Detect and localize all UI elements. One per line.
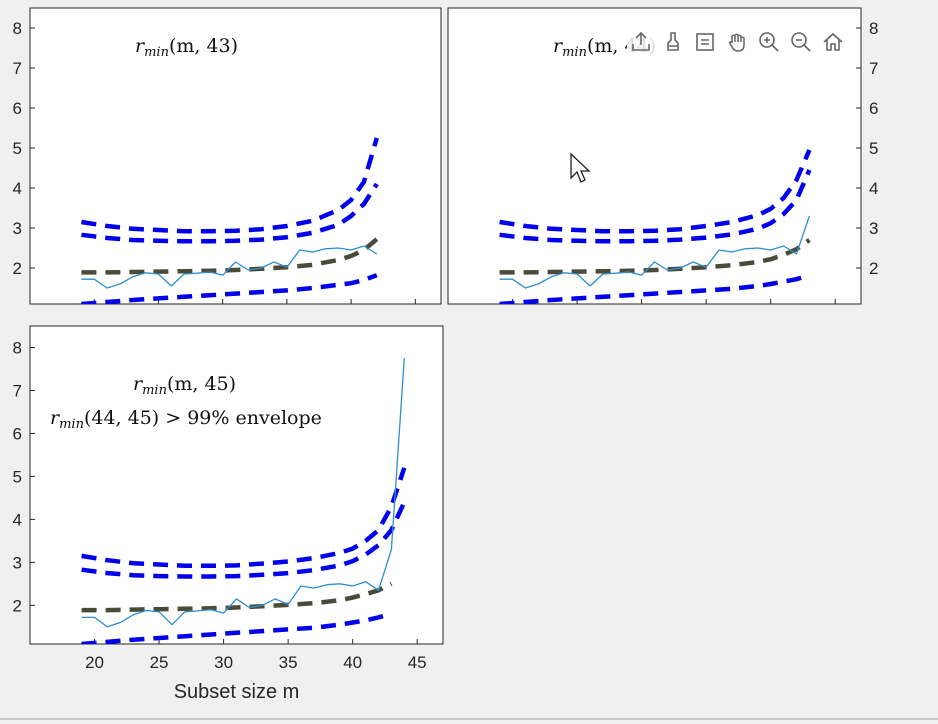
y-tick-label: 2 xyxy=(13,259,22,278)
series-group xyxy=(81,137,379,304)
panel-1: 2 3 4 5 6 7 8 rmin(m, 43) xyxy=(13,7,442,305)
pan-icon xyxy=(728,33,745,52)
series-lower-1 xyxy=(81,611,392,644)
export-button[interactable] xyxy=(627,28,655,56)
y-tick-label: 4 xyxy=(13,179,22,198)
annotation-1-1: rmin(m, 43) xyxy=(135,35,238,60)
x-tick-label: 30 xyxy=(214,653,233,672)
x-tick-label: 20 xyxy=(85,653,104,672)
series-lower-1 xyxy=(81,273,378,304)
series-upper-99 xyxy=(81,137,379,234)
y-tick-label: 7 xyxy=(869,59,878,78)
annotation-3-1: rmin(m, 45) xyxy=(133,373,236,398)
series-upper-99 xyxy=(499,149,812,234)
x-axis-label: Subset size m xyxy=(174,681,300,703)
home-button[interactable] xyxy=(819,28,847,56)
y-tick-label: 7 xyxy=(13,381,22,400)
annotation-3-2: rmin(44, 45) > 99% envelope xyxy=(50,407,322,432)
y-tick-label: 8 xyxy=(869,19,878,38)
series-lower-1 xyxy=(499,273,811,304)
x-tick-label: 25 xyxy=(150,653,169,672)
y-tick-label: 2 xyxy=(869,259,878,278)
series-median xyxy=(499,238,811,275)
zoom-out-icon xyxy=(791,32,811,52)
y-tick-label: 3 xyxy=(13,219,22,238)
series-upper-95 xyxy=(81,182,379,244)
y-tick-label: 4 xyxy=(869,179,878,198)
y-tick-label: 6 xyxy=(13,424,22,443)
y-tick-label: 5 xyxy=(13,139,22,158)
y-tick-label: 7 xyxy=(13,59,22,78)
y-tick-label: 3 xyxy=(13,553,22,572)
series-upper-95 xyxy=(499,169,812,244)
series-observed xyxy=(81,245,378,289)
y-tick-label: 5 xyxy=(869,139,878,158)
zoom-out-button[interactable] xyxy=(787,28,815,56)
y-tick-label: 6 xyxy=(13,99,22,118)
y-tick-label: 8 xyxy=(13,338,22,357)
y-tick-label: 2 xyxy=(13,596,22,615)
y-tick-label: 5 xyxy=(13,467,22,486)
y-tick-label: 4 xyxy=(13,510,22,529)
pan-button[interactable] xyxy=(723,28,751,56)
series-observed xyxy=(81,358,405,628)
zoom-in-icon xyxy=(759,32,779,52)
axes-box xyxy=(29,325,444,645)
axes-toolbar xyxy=(627,26,847,58)
zoom-in-button[interactable] xyxy=(755,28,783,56)
brush-icon xyxy=(667,32,679,51)
mouse-pointer-icon xyxy=(570,152,591,183)
y-tick-label: 8 xyxy=(13,19,22,38)
datatip-button[interactable] xyxy=(691,28,719,56)
home-icon xyxy=(823,32,843,51)
x-tick-label: 35 xyxy=(279,653,298,672)
series-median xyxy=(81,581,393,613)
series-group xyxy=(81,358,407,644)
datatip-icon xyxy=(696,33,714,51)
series-upper-99 xyxy=(81,467,407,569)
series-group xyxy=(499,149,812,304)
brush-button[interactable] xyxy=(659,28,687,56)
series-upper-95 xyxy=(81,501,407,579)
export-icon xyxy=(632,31,650,51)
y-tick-label: 3 xyxy=(869,219,878,238)
y-tick-label: 6 xyxy=(869,99,878,118)
series-observed xyxy=(499,215,811,289)
x-tick-label: 40 xyxy=(343,653,362,672)
x-tick-label: 45 xyxy=(408,653,427,672)
series-median xyxy=(81,237,379,275)
